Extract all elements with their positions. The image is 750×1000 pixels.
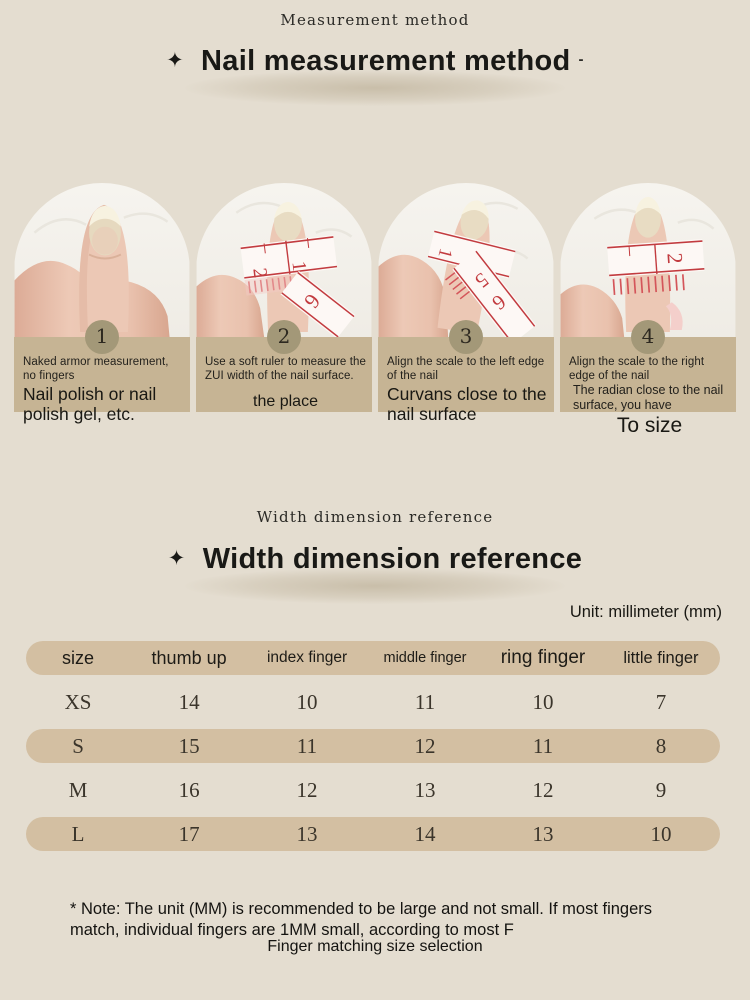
value-cell: 12 — [532, 777, 554, 802]
column-header-index: index finger — [266, 649, 348, 666]
size-label: XS — [64, 689, 92, 714]
step-caption-4: 4 Align the scale to the right edge of t… — [560, 320, 736, 437]
section-eyebrow-width: Width dimension reference — [256, 508, 494, 526]
table-row-m: M 16 12 13 12 9 — [26, 773, 720, 807]
value-cell: 10 — [650, 821, 672, 846]
value-cell: 14 — [178, 689, 200, 714]
svg-text:2: 2 — [662, 252, 687, 265]
step-panel-3: 1 5 6 3 Align the scale to the left edge… — [378, 183, 554, 424]
size-table: size thumb up index finger middle finger… — [26, 641, 720, 861]
value-cell: 9 — [655, 777, 667, 802]
value-cell: 11 — [296, 733, 318, 758]
step-number-badge: 1 — [85, 320, 119, 354]
step-caption-small: Align the scale to the right edge of the… — [569, 356, 705, 382]
value-cell: 14 — [414, 821, 436, 846]
section-eyebrow-measurement: Measurement method — [280, 11, 470, 29]
section-title-measurement: ✦ Nail measurement method - — [0, 45, 750, 78]
dash-icon: - — [578, 51, 584, 68]
step-photo-align-right-edge: 2 — [560, 183, 736, 337]
step-panel-2: 2 1 6 2 Use a soft ruler to measure the … — [196, 183, 372, 412]
step-panel-1: 1 Naked armor measurement, no fingers Na… — [14, 183, 190, 424]
size-label: M — [68, 777, 88, 802]
title-shadow-ellipse — [185, 568, 565, 604]
step-caption-2: 2 Use a soft ruler to measure the ZUI wi… — [196, 320, 372, 412]
step-photo-tape-wrap: 2 1 6 — [196, 183, 372, 337]
step-caption-big: Curvans close to the nail surface — [387, 384, 547, 424]
step-caption-center: the place — [253, 393, 318, 410]
value-cell: 11 — [532, 733, 554, 758]
step-number-badge: 2 — [267, 320, 301, 354]
step-caption-center: To size — [616, 414, 683, 437]
value-cell: 12 — [414, 733, 436, 758]
table-row-s: S 15 11 12 11 8 — [26, 729, 720, 763]
value-cell: 15 — [178, 733, 200, 758]
value-cell: 17 — [178, 821, 200, 846]
step-photo-bare-thumb — [14, 183, 190, 337]
unit-label: Unit: millimeter (mm) — [569, 603, 722, 621]
value-cell: 10 — [532, 689, 554, 714]
step-caption-1: 1 Naked armor measurement, no fingers Na… — [14, 320, 190, 424]
value-cell: 13 — [532, 821, 554, 846]
section-title-width: ✦ Width dimension reference — [0, 543, 750, 576]
column-header-little: little finger — [623, 648, 699, 667]
svg-text:2: 2 — [248, 267, 271, 280]
table-row-xs: XS 14 10 11 10 7 — [26, 685, 720, 719]
value-cell: 7 — [655, 689, 667, 714]
column-header-size: size — [62, 647, 95, 668]
size-label: L — [71, 821, 85, 846]
sparkle-icon: ✦ — [166, 49, 185, 72]
value-cell: 13 — [414, 777, 436, 802]
column-header-middle: middle finger — [383, 650, 467, 666]
value-cell: 12 — [296, 777, 318, 802]
value-cell: 10 — [296, 689, 318, 714]
section-title-text: Nail measurement method — [201, 45, 571, 77]
size-note: * Note: The unit (MM) is recommended to … — [70, 900, 653, 939]
value-cell: 13 — [296, 821, 318, 846]
step-caption-3: 3 Align the scale to the left edge of th… — [378, 320, 554, 424]
sparkle-icon: ✦ — [167, 547, 186, 570]
measurement-steps: 1 Naked armor measurement, no fingers Na… — [14, 183, 736, 437]
value-cell: 8 — [655, 733, 667, 758]
step-caption-small2: The radian close to the nail surface, yo… — [573, 383, 724, 412]
value-cell: 16 — [178, 777, 200, 802]
step-number-badge: 3 — [449, 320, 483, 354]
step-panel-4: 2 4 Align the scale to the right edge of… — [560, 183, 736, 437]
title-shadow-ellipse — [185, 70, 565, 106]
column-header-thumb: thumb up — [151, 647, 227, 668]
size-label: S — [72, 733, 84, 758]
value-cell: 11 — [414, 689, 436, 714]
column-header-ring: ring finger — [500, 647, 586, 668]
step-caption-small: Naked armor measurement, no fingers — [23, 356, 169, 382]
step-caption-big: Nail polish or nail polish gel, etc. — [23, 384, 157, 424]
section-title-text: Width dimension reference — [202, 543, 583, 575]
step-photo-align-left-edge: 1 5 6 — [378, 183, 554, 337]
step-caption-small: Align the scale to the left edge of the … — [387, 356, 545, 382]
footer-caption: Finger matching size selection — [267, 938, 483, 955]
step-caption-small: Use a soft ruler to measure the ZUI widt… — [205, 356, 366, 382]
svg-text:1: 1 — [287, 260, 310, 273]
table-row-l: L 17 13 14 13 10 — [26, 817, 720, 851]
step-number-badge: 4 — [631, 320, 665, 354]
table-header-row: size thumb up index finger middle finger… — [26, 641, 720, 675]
